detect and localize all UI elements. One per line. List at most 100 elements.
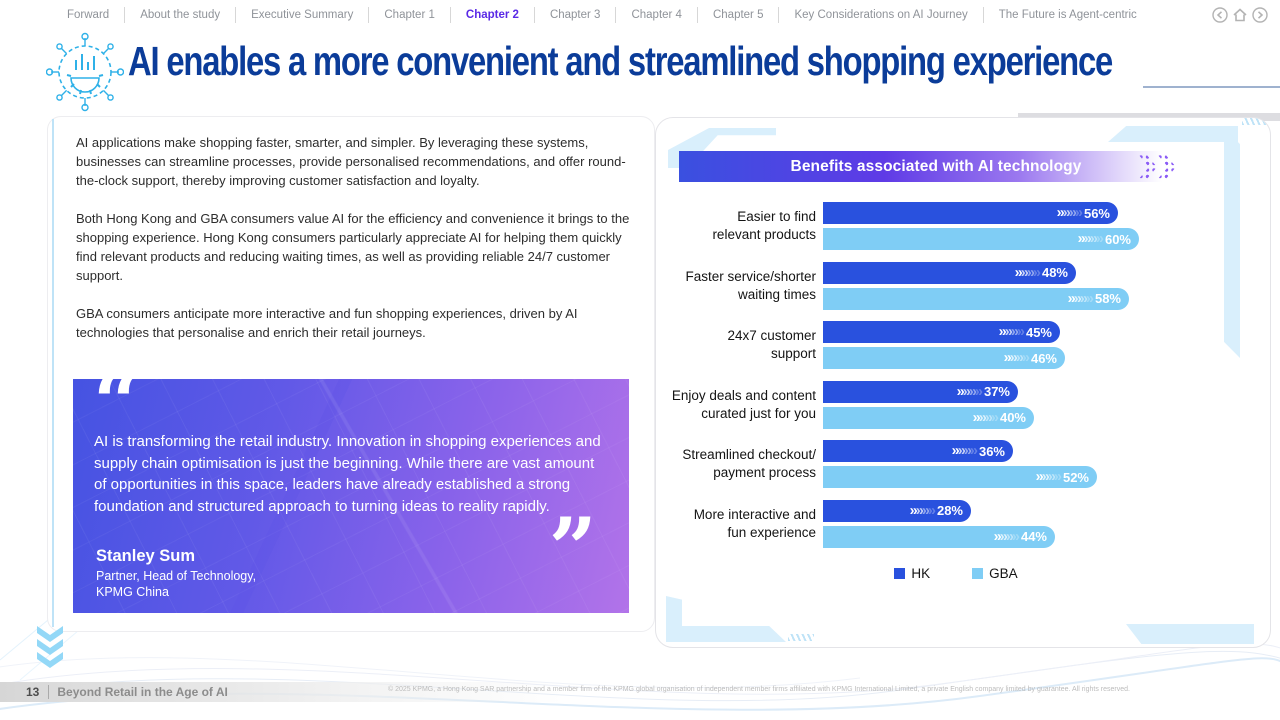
nav-item-chapter-4[interactable]: Chapter 4 — [615, 7, 697, 23]
open-quote-icon: “ — [93, 379, 142, 452]
home-icon[interactable] — [1232, 7, 1248, 23]
bar-gba-4: »»»» 40% — [823, 406, 1034, 429]
nav-item-chapter-3[interactable]: Chapter 3 — [533, 7, 616, 23]
chevron-decoration: »»»» — [909, 502, 936, 519]
chevron-decoration: »»»» — [993, 528, 1020, 545]
nav-controls — [1212, 7, 1268, 23]
copyright-text: © 2025 KPMG, a Hong Kong SAR partnership… — [388, 686, 1130, 693]
page-header: AI enables a more convenient and streaml… — [0, 30, 1280, 112]
close-quote-icon: ” — [548, 499, 597, 598]
chevron-decoration: »»»» — [1014, 264, 1041, 281]
bar-hk-1: »»»» 56% — [823, 202, 1118, 224]
left-accent-line — [52, 119, 54, 627]
quote-author: Stanley Sum — [96, 547, 196, 565]
scroll-down-chevrons-icon — [37, 626, 63, 668]
bar-gba-2: »»»» 58% — [823, 287, 1129, 310]
nav-item-key-considerations-on-ai-journey[interactable]: Key Considerations on AI Journey — [778, 7, 982, 23]
chart-title-banner: Benefits associated with AI technology — [679, 151, 1193, 182]
quote-card: “ AI is transforming the retail industry… — [73, 379, 629, 613]
next-page-icon[interactable] — [1252, 7, 1268, 23]
bar-value: 45% — [1025, 324, 1052, 340]
banner-dotted-chevrons-icon — [1138, 154, 1176, 180]
bar-value: 58% — [1094, 291, 1121, 306]
chart-row: 24x7 customer support»»»» 45%»»»» 46% — [656, 321, 1256, 369]
bar-gba-1: »»»» 60% — [823, 228, 1139, 250]
legend-item-hk: HK — [894, 566, 930, 581]
ai-shopping-icon — [46, 32, 124, 112]
chart-row: Easier to find relevant products»»»» 56%»»… — [656, 202, 1256, 250]
bar-pair: »»»» 48%»»»» 58% — [823, 261, 1129, 310]
page-title: AI enables a more convenient and streaml… — [128, 38, 1113, 84]
quote-text: AI is transforming the retail industry. … — [94, 433, 601, 515]
quote-author-firm: KPMG China — [96, 585, 169, 599]
top-nav: Forward About the study Executive Summary C… — [52, 7, 1152, 23]
chevron-decoration: »»»» — [998, 324, 1025, 340]
chart-legend: HK GBA — [656, 566, 1256, 581]
bar-value: 60% — [1104, 231, 1131, 247]
bar-hk-2: »»»» 48% — [823, 261, 1076, 284]
nav-item-the-future-is-agent-centric[interactable]: The Future is Agent-centric — [982, 7, 1152, 23]
hatch-decoration-bottom-left — [788, 634, 814, 641]
category-label: Streamlined checkout/payment process — [682, 447, 816, 480]
chevron-decoration: »»»» — [1077, 231, 1104, 247]
paragraph-3: GBA consumers anticipate more interactiv… — [76, 306, 578, 340]
legend-item-gba: GBA — [972, 566, 1018, 581]
corner-decoration-bottom-right — [1126, 624, 1254, 644]
legend-label: GBA — [989, 566, 1018, 581]
nav-item-forward[interactable]: Forward — [52, 7, 124, 23]
report-title: Beyond Retail in the Age of AI — [57, 685, 228, 699]
previous-page-icon[interactable] — [1212, 7, 1228, 23]
nav-item-about-the-study[interactable]: About the study — [124, 7, 235, 23]
corner-decoration-top-right — [1108, 126, 1238, 142]
bar-pair: »»»» 45%»»»» 46% — [823, 321, 1065, 369]
quote-author-role: Partner, Head of Technology, — [96, 569, 257, 583]
bar-pair: »»»» 37% »»»» 40% — [823, 380, 1034, 429]
category-label: More interactive and fun experience — [693, 506, 816, 540]
bar-hk-3: »»»» 45% — [823, 321, 1060, 343]
bar-pair: »»»» 36%»»»» 52% — [823, 440, 1097, 488]
chart-panel: Benefits associated with AI technology E… — [655, 117, 1271, 648]
chevron-decoration: »»»» — [1067, 290, 1094, 307]
bar-pair: »»»» 28%»»»» 44% — [823, 499, 1055, 548]
bar-gba-6: »»»» 44% — [823, 525, 1055, 548]
bar-hk-4: »»»» 37% — [823, 380, 1018, 403]
category-label: Enjoy deals and content curated just for … — [671, 387, 816, 421]
bar-hk-6: »»»» 28% — [823, 499, 971, 522]
corner-decoration-bottom-left — [666, 626, 786, 642]
hatch-decoration-top-right — [1242, 118, 1268, 125]
bar-value: 40% — [999, 410, 1026, 425]
text-panel: AI applications make shopping faster, sm… — [47, 116, 655, 632]
chart-row: More interactive and fun experience»»»» 28… — [656, 499, 1256, 548]
category-label: 24x7 customer support — [727, 328, 816, 361]
bar-value: 28% — [936, 503, 963, 518]
top-nav-bar: Forward About the study Executive Summary C… — [0, 0, 1280, 30]
legend-swatch — [894, 568, 906, 579]
page-number: 13 — [26, 685, 40, 699]
bar-value: 37% — [983, 384, 1010, 399]
bar-value: 52% — [1062, 469, 1089, 485]
title-rule — [1143, 86, 1280, 88]
chevron-decoration: »»»» — [1056, 205, 1083, 221]
paragraph-2: Both Hong Kong and GBA consumers value A… — [76, 211, 630, 283]
bar-value: 44% — [1020, 529, 1047, 544]
category-label: Faster service/shorter waiting times — [685, 268, 816, 302]
bar-hk-5: »»»» 36% — [823, 440, 1013, 462]
chart-row: Faster service/shorter waiting times»»»» 4… — [656, 261, 1256, 310]
nav-item-executive-summary[interactable]: Executive Summary — [235, 7, 368, 23]
legend-label: HK — [911, 566, 931, 581]
nav-item-chapter-5[interactable]: Chapter 5 — [696, 7, 779, 23]
bar-value: 48% — [1041, 265, 1068, 280]
bar-gba-5: »»»» 52% — [823, 466, 1097, 488]
nav-item-chapter-2[interactable]: Chapter 2 — [449, 7, 534, 23]
chart-row: Streamlined checkout/payment process »»»»… — [656, 440, 1256, 488]
chevron-decoration: »»»» — [1003, 350, 1030, 366]
chevron-decoration: »»»» — [1035, 469, 1062, 485]
chart-row: Enjoy deals and content curated just for … — [656, 380, 1256, 429]
chart-rows: Easier to find relevant products»»»» 56%»»… — [656, 202, 1256, 548]
nav-item-chapter-1[interactable]: Chapter 1 — [368, 7, 450, 23]
bar-value: 36% — [978, 443, 1005, 459]
category-label: Easier to find relevant products — [712, 209, 816, 242]
footer-band: 13 Beyond Retail in the Age of AI — [0, 682, 640, 702]
bar-value: 56% — [1083, 205, 1110, 221]
